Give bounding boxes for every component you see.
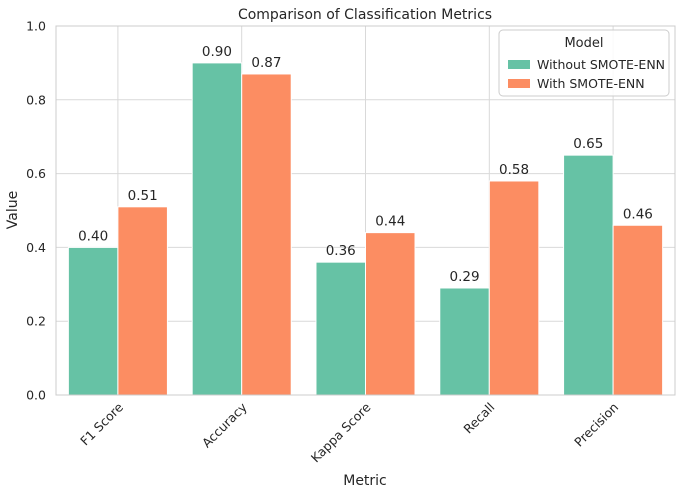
legend-label: With SMOTE-ENN [537,76,645,91]
x-tick-label: F1 Score [77,399,126,448]
y-tick-label: 0.2 [26,314,46,329]
legend-swatch [508,60,530,69]
bar-value-label: 0.29 [450,269,480,285]
bar-without-smote-enn [191,62,243,396]
legend-swatch [508,79,530,88]
bar-value-label: 0.44 [375,214,405,230]
x-tick-label: Accuracy [199,399,250,450]
bar-without-smote-enn [563,154,614,396]
plot-frame [55,25,676,396]
x-tick-label: Precision [571,400,621,450]
bar-value-label: 0.58 [499,162,529,178]
legend-label: Without SMOTE-ENN [537,57,665,72]
bar-value-label: 0.65 [573,136,603,152]
bar-without-smote-enn [439,287,490,396]
bar-with-smote-enn [488,180,540,396]
y-tick-label: 0.8 [26,92,46,107]
y-tick-label: 0.6 [26,166,46,181]
bar-with-smote-enn [365,232,416,396]
bar-value-label: 0.90 [202,44,232,60]
bar-value-label: 0.36 [326,243,356,259]
y-axis-title: Value [5,191,21,229]
bar-without-smote-enn [315,261,367,396]
bar-value-label: 0.40 [78,228,108,244]
bar-with-smote-enn [612,224,664,396]
x-axis-title: Metric [343,473,387,489]
x-tick-label: Kappa Score [308,399,374,465]
bar-value-label: 0.46 [623,206,653,222]
data-labels: 0.40 0.90 0.36 0.29 0.65 0.51 0.87 0.44 0.58 0.46 [78,44,653,285]
bar-value-label: 0.87 [251,55,281,71]
bar-without-smote-enn [67,246,119,396]
bar-value-label: 0.51 [128,188,158,204]
bar-with-smote-enn [117,206,168,396]
legend-title: Model [564,36,603,51]
x-tick-label: Recall [460,400,497,437]
y-tick-label: 1.0 [26,19,46,34]
legend: Model Without SMOTE-ENN With SMOTE-ENN [498,29,670,97]
bars [67,62,664,396]
chart-title: Comparison of Classification Metrics [238,7,492,23]
y-tick-label: 0.4 [26,240,46,255]
legend-box [498,29,670,97]
y-tick-label: 0.0 [26,388,46,403]
bar-with-smote-enn [241,73,292,396]
